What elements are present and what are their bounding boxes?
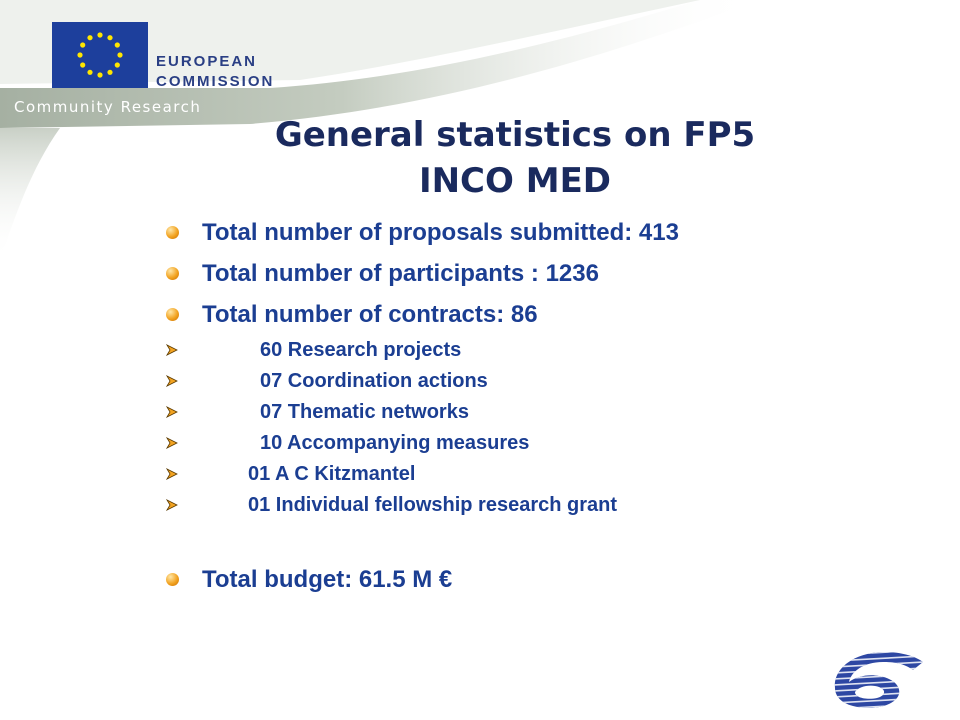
list-item: Total number of contracts: 86	[160, 294, 940, 335]
list-subitem-text: 01 A C Kitzmantel	[248, 463, 416, 485]
list-subitem-text: 01 Individual fellowship research grant	[248, 494, 617, 516]
list-subitem-text: 07 Thematic networks	[260, 401, 469, 423]
orange-bullet-icon	[166, 573, 179, 586]
orange-bullet-icon	[166, 226, 179, 239]
list-item: Total number of participants : 1236	[160, 253, 940, 294]
list-item-text: Total number of contracts: 86	[202, 301, 538, 328]
list-subitem: 01 A C Kitzmantel	[160, 459, 940, 490]
list-item: Total budget: 61.5 M €	[160, 559, 940, 600]
european-commission-logo: EUROPEAN COMMISSION	[52, 22, 272, 94]
arrow-bullet-icon	[166, 344, 178, 356]
arrow-bullet-icon	[166, 437, 178, 449]
list-subitem-text: 60 Research projects	[260, 339, 462, 361]
title-line-1: General statistics on FP5	[274, 115, 756, 155]
organization-name: EUROPEAN COMMISSION	[156, 52, 274, 92]
slide-title: General statistics on FP5 INCO MED	[0, 112, 960, 204]
org-line-commission: COMMISSION	[156, 73, 275, 90]
list-subitem: 01 Individual fellowship research grant	[160, 490, 940, 521]
title-line-2: INCO MED	[418, 161, 612, 201]
arrow-bullet-icon	[166, 499, 178, 511]
eu-flag-icon	[52, 22, 148, 88]
list-spacer	[160, 521, 940, 559]
list-item-text: Total number of participants : 1236	[202, 260, 599, 287]
list-subitem: 10 Accompanying measures	[160, 428, 940, 459]
statistics-list: Total number of proposals submitted: 413…	[160, 212, 940, 600]
list-subitem-text: 07 Coordination actions	[260, 370, 488, 392]
list-subitem-text: 10 Accompanying measures	[260, 432, 530, 454]
list-subitem: 60 Research projects	[160, 335, 940, 366]
arrow-bullet-icon	[166, 468, 178, 480]
list-item-text: Total budget: 61.5 M €	[202, 566, 453, 593]
orange-bullet-icon	[166, 267, 179, 280]
community-research-label: Community Research	[14, 98, 202, 116]
list-item-text: Total number of proposals submitted: 413	[202, 219, 679, 246]
list-item: Total number of proposals submitted: 413	[160, 212, 940, 253]
list-subitem: 07 Thematic networks	[160, 397, 940, 428]
arrow-bullet-icon	[166, 375, 178, 387]
list-subitem: 07 Coordination actions	[160, 366, 940, 397]
orange-bullet-icon	[166, 308, 179, 321]
org-line-european: EUROPEAN	[156, 53, 258, 70]
arrow-bullet-icon	[166, 406, 178, 418]
fp6-logo-icon	[834, 652, 923, 708]
